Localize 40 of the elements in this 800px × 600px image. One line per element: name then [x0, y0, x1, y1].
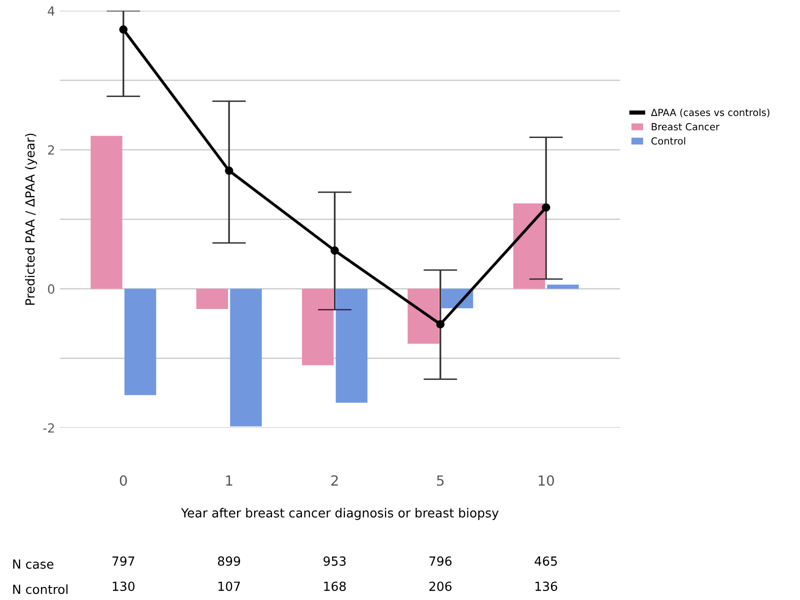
legend-label: ΔPAA (cases vs controls) [650, 108, 770, 118]
x-tick-label: 2 [331, 475, 338, 486]
point [119, 25, 128, 34]
legend-label: Breast Cancer [652, 123, 720, 130]
text: 465 [534, 556, 557, 566]
y-tick-label: 2 [48, 145, 54, 155]
text: 206 [429, 582, 452, 592]
x-tick-label: 0 [120, 475, 127, 486]
legend-label: Control [651, 137, 686, 145]
bar [408, 288, 440, 344]
bar [302, 288, 334, 366]
point [330, 246, 339, 255]
x-tick-label: 5 [437, 475, 444, 486]
x-tick-label: 1 [226, 475, 232, 486]
text: N control [13, 584, 68, 594]
x-tick-label: 10 [538, 475, 554, 486]
bar [90, 136, 122, 289]
text: 168 [324, 582, 346, 592]
bar [547, 284, 579, 289]
bar [230, 288, 262, 426]
text: 136 [535, 582, 558, 592]
y-tick-label: 4 [48, 6, 54, 16]
text: 953 [324, 556, 346, 566]
text: N case [13, 560, 54, 569]
point [542, 203, 550, 212]
bar [336, 288, 368, 403]
y-tick-label: -2 [43, 423, 54, 433]
bar [196, 288, 228, 309]
point [224, 166, 234, 175]
point [436, 320, 445, 328]
text: 107 [218, 582, 240, 592]
text: 796 [429, 556, 452, 566]
bar [513, 203, 545, 289]
x-axis-title: Year after breast cancer diagnosis or breast biopsy [181, 508, 499, 520]
text: 797 [112, 556, 134, 566]
text: 130 [112, 582, 134, 592]
y-axis-title: Predicted PAA / ΔPAA (year) [25, 134, 38, 305]
text: 899 [218, 556, 240, 566]
bar [124, 288, 156, 396]
y-tick-label: 0 [48, 284, 54, 294]
